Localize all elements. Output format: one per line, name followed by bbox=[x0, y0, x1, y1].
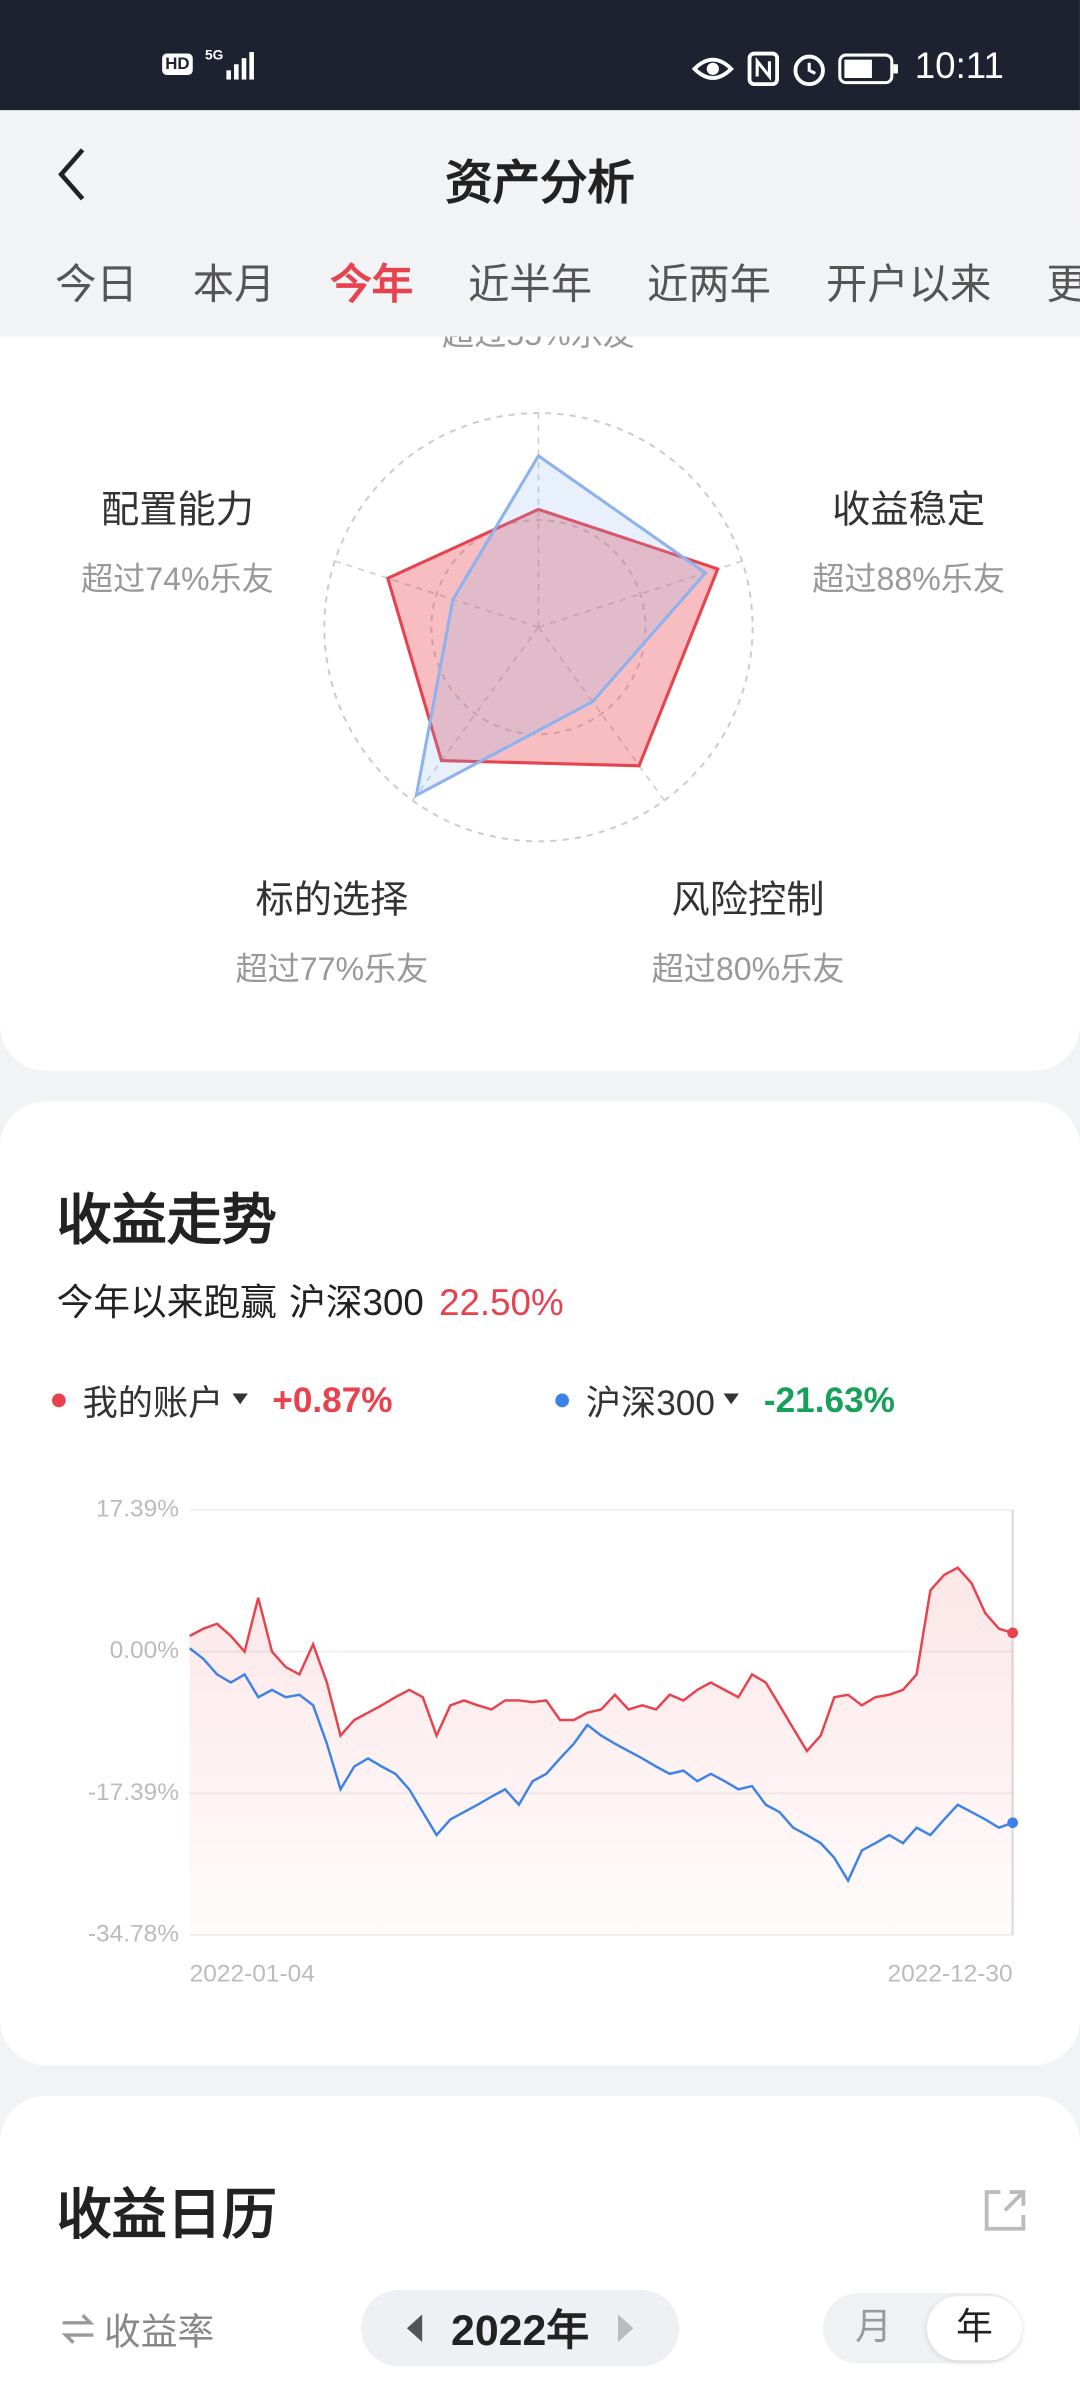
radar-note: 超过74%乐友 bbox=[81, 561, 274, 597]
area bbox=[189, 1567, 1013, 1936]
end-dot bbox=[1007, 1627, 1019, 1639]
legend-entry[interactable]: 沪深300 -21.63% bbox=[555, 1374, 895, 1426]
year-picker: 2022年 bbox=[361, 2289, 680, 2367]
next-year[interactable] bbox=[615, 2313, 636, 2344]
header: 资产分析 今日 本月 今年 近半年 近两年 开户以来 更 bbox=[0, 110, 1080, 337]
legend-value: -21.63% bbox=[763, 1379, 895, 1419]
legend-label: 我的账户 bbox=[82, 1382, 224, 1423]
network-label: 5G bbox=[204, 47, 224, 63]
line bbox=[189, 1566, 1014, 1754]
tab[interactable]: 更 bbox=[1046, 251, 1080, 311]
legend-dot bbox=[555, 1392, 570, 1407]
share-button[interactable] bbox=[981, 2186, 1030, 2235]
legend-entry[interactable]: 我的账户 +0.87% bbox=[52, 1374, 393, 1426]
legend-value: +0.87% bbox=[272, 1379, 393, 1419]
mode-toggle: 月年 bbox=[822, 2293, 1022, 2364]
mode-option[interactable]: 月 bbox=[855, 2306, 892, 2349]
radar-note: 超过80%乐友 bbox=[652, 951, 845, 987]
tab[interactable]: 今年 bbox=[330, 261, 414, 308]
summary: 今年以来跑赢 沪深300 22.50% bbox=[57, 1272, 564, 1326]
end-dot bbox=[1007, 1817, 1019, 1829]
tab-bar: 今日 本月 今年 近半年 近两年 开户以来 更 bbox=[0, 251, 1080, 311]
legend-label: 沪深300 bbox=[585, 1382, 715, 1423]
y-tick-label: -34.78% bbox=[88, 1921, 179, 1948]
radar-label: 风险控制 bbox=[672, 879, 825, 922]
x-tick-label: 2022-01-04 bbox=[190, 1960, 315, 1987]
legend-dot bbox=[52, 1392, 66, 1407]
y-tick-label: 17.39% bbox=[96, 1495, 179, 1522]
mode-option[interactable]: 年 bbox=[926, 2296, 1022, 2361]
radar-note: 超过77%乐友 bbox=[236, 951, 429, 987]
radar-area bbox=[414, 453, 708, 799]
summary-value: 22.50% bbox=[439, 1282, 564, 1324]
y-tick-label: 0.00% bbox=[110, 1637, 179, 1664]
signal-icon bbox=[226, 52, 254, 80]
tab[interactable]: 今日 bbox=[55, 261, 138, 308]
page-title: 资产分析 bbox=[445, 156, 635, 210]
summary-text: 今年以来跑赢 bbox=[56, 1282, 277, 1324]
radar-card bbox=[0, 229, 1080, 1071]
system-icons bbox=[691, 51, 898, 87]
swap-icon bbox=[61, 2313, 95, 2344]
x-tick-label: 2022-12-30 bbox=[887, 1960, 1012, 1987]
radar-note: 超过88%乐友 bbox=[812, 561, 1005, 597]
radar-ring bbox=[430, 519, 647, 736]
clock: 10:11 bbox=[914, 45, 1004, 88]
metric-label: 收益率 bbox=[104, 2312, 215, 2354]
tab[interactable]: 近半年 bbox=[468, 261, 592, 308]
section-title: 收益走势 bbox=[56, 1188, 277, 1252]
tab[interactable]: 近两年 bbox=[647, 261, 771, 308]
metric-switch[interactable]: 收益率 bbox=[58, 2301, 214, 2355]
tab[interactable]: 开户以来 bbox=[826, 261, 992, 308]
dropdown-icon bbox=[232, 1393, 248, 1405]
tab[interactable]: 本月 bbox=[192, 261, 276, 308]
dropdown-icon bbox=[724, 1393, 740, 1405]
status-bar: HD 5G 10:11 bbox=[0, 0, 1080, 111]
radar-label: 收益稳定 bbox=[832, 489, 985, 532]
hd-icon: HD bbox=[162, 53, 193, 75]
radar-label: 标的选择 bbox=[255, 879, 408, 922]
line bbox=[188, 1647, 1014, 1884]
back-button[interactable] bbox=[46, 144, 95, 205]
y-tick-label: -17.39% bbox=[88, 1779, 179, 1806]
year-label: 2022年 bbox=[451, 2306, 590, 2355]
section-title: 收益日历 bbox=[56, 2182, 277, 2246]
prev-year[interactable] bbox=[404, 2313, 425, 2344]
radar-label: 配置能力 bbox=[101, 489, 254, 532]
summary-benchmark: 沪深300 bbox=[289, 1282, 424, 1324]
